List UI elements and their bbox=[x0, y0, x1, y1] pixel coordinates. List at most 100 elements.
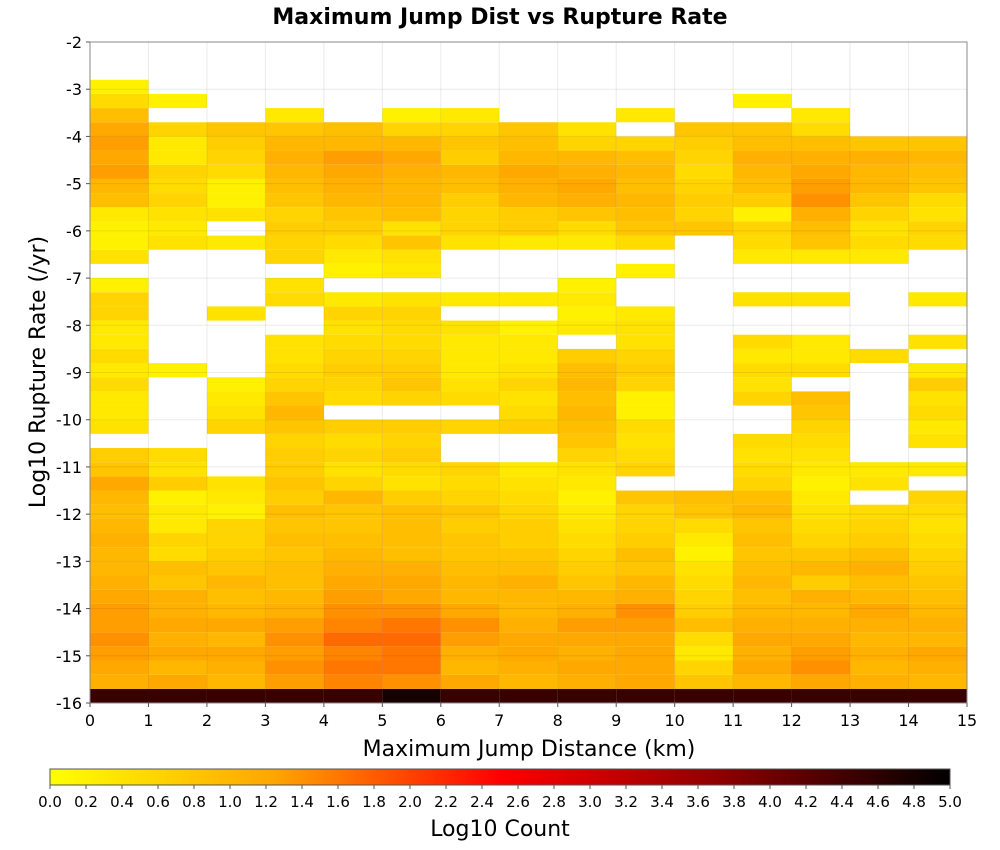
heatmap-cell bbox=[908, 334, 967, 349]
heatmap-cell bbox=[674, 221, 734, 236]
heatmap-cell bbox=[382, 348, 441, 364]
heatmap-cell bbox=[908, 207, 967, 222]
heatmap-cell bbox=[206, 235, 266, 250]
heatmap-cell bbox=[148, 235, 207, 250]
heatmap-cell bbox=[791, 136, 851, 151]
heatmap-cell bbox=[557, 433, 617, 449]
heatmap-cell bbox=[440, 603, 500, 619]
heatmap-cell bbox=[908, 405, 967, 420]
heatmap-cell bbox=[148, 476, 207, 491]
heatmap-cell bbox=[674, 150, 734, 165]
colorbar-label: Log10 Count bbox=[430, 817, 570, 842]
colorbar-tick-label: 2.4 bbox=[470, 793, 494, 811]
heatmap-cell bbox=[323, 207, 383, 222]
heatmap-cell bbox=[616, 533, 675, 548]
heatmap-cell bbox=[499, 377, 558, 392]
heatmap-cell bbox=[908, 221, 967, 236]
heatmap-cell bbox=[850, 476, 909, 491]
heatmap-cell bbox=[557, 419, 617, 434]
heatmap-cell bbox=[791, 348, 851, 364]
heatmap-cell bbox=[323, 504, 383, 519]
heatmap-cell bbox=[440, 476, 500, 491]
heatmap-cell bbox=[382, 603, 441, 619]
colorbar bbox=[49, 768, 951, 786]
heatmap-cell bbox=[148, 688, 207, 703]
heatmap-cell bbox=[557, 632, 617, 647]
heatmap-cell bbox=[499, 660, 558, 675]
heatmap-cell bbox=[323, 334, 383, 349]
heatmap-cell bbox=[148, 93, 207, 109]
heatmap-cell bbox=[265, 688, 324, 703]
heatmap-cell bbox=[382, 646, 441, 661]
heatmap-cell bbox=[733, 561, 792, 576]
heatmap-cell bbox=[616, 575, 675, 590]
heatmap-cell bbox=[382, 589, 441, 604]
heatmap-cell bbox=[265, 462, 324, 477]
heatmap-cell bbox=[557, 235, 617, 250]
heatmap-cell bbox=[265, 221, 324, 236]
heatmap-cell bbox=[440, 334, 500, 349]
x-tick-label: 0 bbox=[85, 711, 95, 730]
heatmap-cell bbox=[908, 419, 967, 434]
heatmap-cell bbox=[323, 490, 383, 505]
heatmap-cell bbox=[90, 164, 149, 179]
heatmap-cell bbox=[850, 589, 909, 604]
heatmap-cell bbox=[557, 306, 617, 321]
heatmap-cell bbox=[265, 235, 324, 250]
heatmap-cell bbox=[616, 320, 675, 335]
heatmap-cell bbox=[908, 136, 967, 151]
heatmap-cell bbox=[908, 618, 967, 633]
heatmap-cell bbox=[908, 150, 967, 165]
heatmap-cell bbox=[265, 448, 324, 463]
heatmap-cell bbox=[323, 674, 383, 689]
x-tick-label: 12 bbox=[781, 711, 801, 730]
heatmap-cell bbox=[674, 518, 734, 534]
colorbar-tick-label: 0.4 bbox=[110, 793, 134, 811]
heatmap-cell bbox=[499, 348, 558, 364]
heatmap-cell bbox=[557, 221, 617, 236]
y-axis-label: Log10 Rupture Rate (/yr) bbox=[26, 236, 51, 508]
heatmap-cell bbox=[850, 249, 909, 264]
heatmap-cell bbox=[382, 136, 441, 151]
heatmap-cell bbox=[850, 235, 909, 250]
heatmap-cell bbox=[733, 348, 792, 364]
heatmap-cell bbox=[557, 363, 617, 378]
heatmap-cell bbox=[90, 334, 149, 349]
y-tick-label: -13 bbox=[56, 552, 82, 571]
heatmap-cell bbox=[791, 674, 851, 689]
heatmap-cell bbox=[499, 589, 558, 604]
heatmap-cell bbox=[90, 320, 149, 335]
heatmap-cell bbox=[90, 688, 149, 703]
heatmap-cell bbox=[440, 688, 500, 703]
heatmap-cell bbox=[90, 235, 149, 250]
heatmap-cell bbox=[557, 518, 617, 534]
heatmap-cell bbox=[733, 518, 792, 534]
y-tick-label: -3 bbox=[66, 80, 82, 99]
x-tick-label: 8 bbox=[553, 711, 563, 730]
heatmap-cell bbox=[148, 518, 207, 534]
heatmap-cell bbox=[265, 164, 324, 179]
y-tick-label: -4 bbox=[66, 127, 82, 146]
heatmap-cell bbox=[733, 504, 792, 519]
heatmap-cell bbox=[499, 632, 558, 647]
heatmap-cell bbox=[791, 575, 851, 590]
heatmap-cell bbox=[616, 391, 675, 406]
heatmap-cell bbox=[850, 193, 909, 208]
heatmap-cell bbox=[382, 320, 441, 335]
heatmap-cell bbox=[499, 476, 558, 491]
heatmap-cell bbox=[90, 278, 149, 293]
heatmap-cell bbox=[791, 433, 851, 449]
colorbar-tick-label: 1.8 bbox=[362, 793, 386, 811]
heatmap-cell bbox=[382, 263, 441, 279]
heatmap-cell bbox=[499, 122, 558, 137]
heatmap-cell bbox=[265, 674, 324, 689]
y-tick-label: -10 bbox=[56, 411, 82, 430]
heatmap-cell bbox=[733, 193, 792, 208]
heatmap-cell bbox=[733, 433, 792, 449]
x-tick-label: 7 bbox=[494, 711, 504, 730]
colorbar-tick-label: 4.8 bbox=[902, 793, 926, 811]
heatmap-cell bbox=[791, 405, 851, 420]
heatmap-cell bbox=[791, 547, 851, 562]
heatmap-cell bbox=[557, 391, 617, 406]
heatmap-cell bbox=[733, 533, 792, 548]
